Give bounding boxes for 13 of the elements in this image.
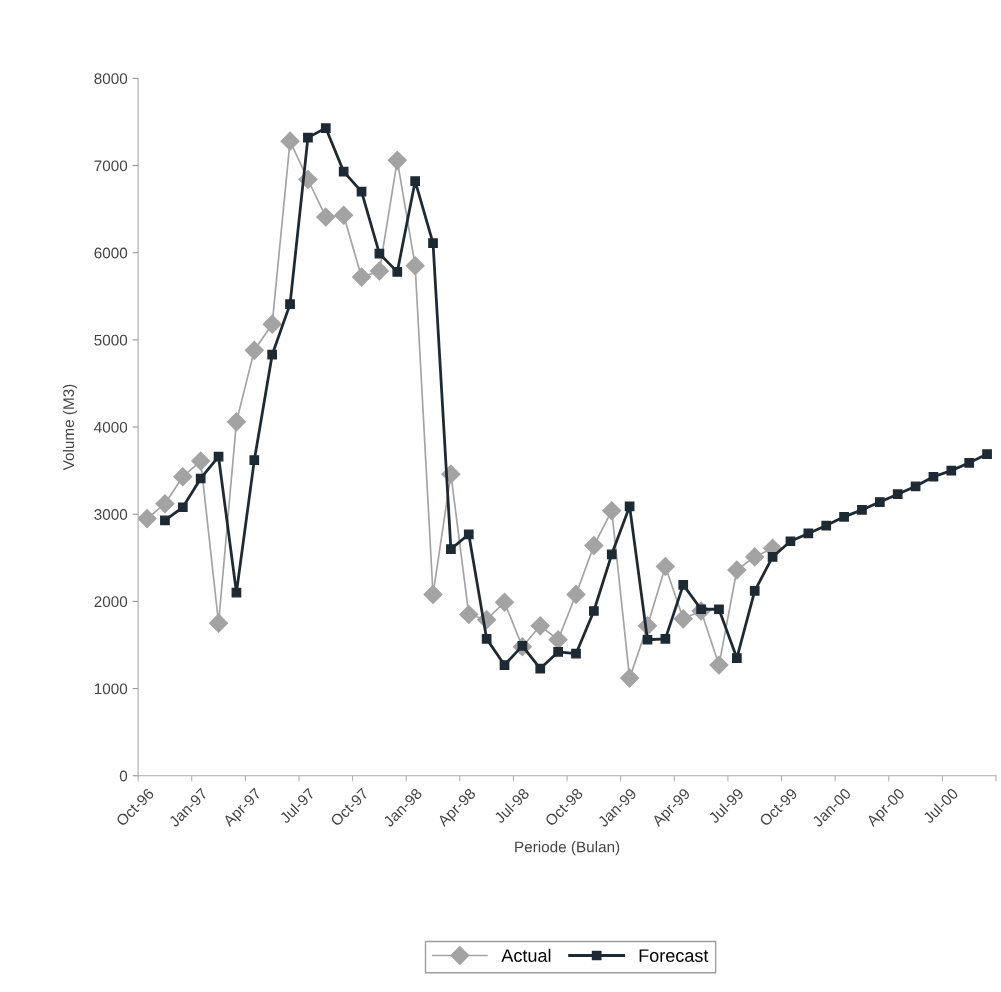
y-tick-label: 0 [119, 770, 128, 782]
y-tick-label: 5000 [94, 334, 128, 346]
y-tick-label: 6000 [94, 247, 128, 259]
legend-label: Actual [501, 948, 551, 962]
y-tick-label: 1000 [94, 683, 128, 695]
y-axis-title: Volume (M3) [62, 384, 78, 471]
y-tick-label: 2000 [94, 596, 128, 608]
y-tick-label: 7000 [94, 160, 128, 172]
x-axis-title: Periode (Bulan) [515, 841, 620, 856]
y-tick-label: 8000 [94, 73, 128, 85]
legend-label: Forecast [639, 949, 709, 962]
y-tick-label: 4000 [94, 421, 128, 433]
y-tick-label: 3000 [94, 509, 128, 520]
